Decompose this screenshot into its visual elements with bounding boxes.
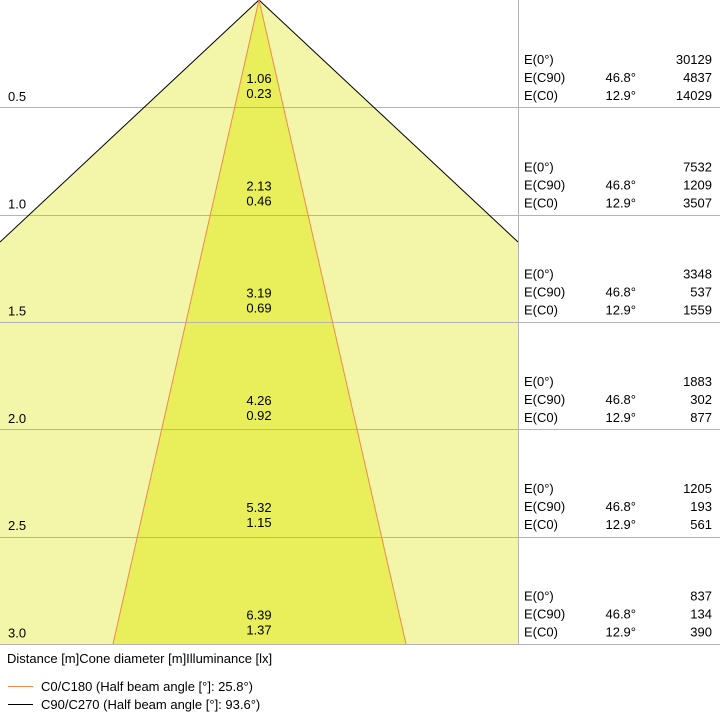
ec0-angle: 12.9° bbox=[605, 410, 636, 425]
ec0-value: 877 bbox=[690, 410, 712, 425]
c0-edge-right bbox=[258, 0, 407, 645]
ec90-value: 134 bbox=[690, 607, 712, 622]
c90-diameter-label: 2.13 bbox=[246, 178, 271, 193]
e0-value: 1883 bbox=[683, 374, 712, 389]
distance-label: 0.5 bbox=[8, 89, 26, 104]
ec0-label: E(C0) bbox=[524, 410, 558, 425]
ec90-angle: 46.8° bbox=[605, 499, 636, 514]
e0-value: 30129 bbox=[676, 52, 712, 67]
ec90-angle: 46.8° bbox=[605, 392, 636, 407]
e0-label: E(0°) bbox=[524, 52, 554, 67]
ec90-value: 1209 bbox=[683, 177, 712, 192]
ec0-label: E(C0) bbox=[524, 625, 558, 640]
c0-diameter-label: 0.46 bbox=[246, 193, 271, 208]
ec90-label: E(C90) bbox=[524, 177, 565, 192]
e0-value: 837 bbox=[690, 589, 712, 604]
distance-label: 3.0 bbox=[8, 626, 26, 641]
c0-diameter-label: 0.92 bbox=[246, 408, 271, 423]
ec90-angle: 46.8° bbox=[605, 70, 636, 85]
ec0-label: E(C0) bbox=[524, 303, 558, 318]
distance-label: 2.0 bbox=[8, 411, 26, 426]
ec90-angle: 46.8° bbox=[605, 285, 636, 300]
ec0-angle: 12.9° bbox=[605, 88, 636, 103]
c90-edge-left bbox=[0, 0, 260, 243]
ec90-label: E(C90) bbox=[524, 499, 565, 514]
ec0-angle: 12.9° bbox=[605, 625, 636, 640]
ec90-angle: 46.8° bbox=[605, 607, 636, 622]
c90-diameter-label: 4.26 bbox=[246, 393, 271, 408]
c90-diameter-label: 3.19 bbox=[246, 286, 271, 301]
ec0-angle: 12.9° bbox=[605, 517, 636, 532]
e0-value: 3348 bbox=[683, 267, 712, 282]
e0-value: 1205 bbox=[683, 481, 712, 496]
c0-edge-left bbox=[112, 0, 260, 645]
column-header-label: Distance [m]Cone diameter [m]Illuminance… bbox=[7, 651, 273, 666]
legend-c90-label: C90/C270 (Half beam angle [°]: 93.6°) bbox=[41, 697, 261, 712]
ec90-label: E(C90) bbox=[524, 285, 565, 300]
e0-label: E(0°) bbox=[524, 267, 554, 282]
beam-cone-diagram: 0.5 1.060.23 E(0°) 30129 E(C90) 46.8° 4837 E(C0… bbox=[0, 0, 720, 645]
c90-diameter-label: 1.06 bbox=[246, 71, 271, 86]
ec0-value: 561 bbox=[690, 517, 712, 532]
ec0-value: 3507 bbox=[683, 195, 712, 210]
e0-label: E(0°) bbox=[524, 159, 554, 174]
c90-diameter-label: 6.39 bbox=[246, 608, 271, 623]
e0-label: E(0°) bbox=[524, 481, 554, 496]
ec90-angle: 46.8° bbox=[605, 177, 636, 192]
c0-diameter-label: 1.37 bbox=[246, 623, 271, 638]
legend-item-c90: C90/C270 (Half beam angle [°]: 93.6°) bbox=[8, 697, 260, 712]
ec0-value: 1559 bbox=[683, 303, 712, 318]
e0-value: 7532 bbox=[683, 159, 712, 174]
distance-label: 1.5 bbox=[8, 304, 26, 319]
ec90-value: 193 bbox=[690, 499, 712, 514]
ec0-value: 390 bbox=[690, 625, 712, 640]
c90-edge-right bbox=[258, 0, 519, 243]
c0-diameter-label: 0.69 bbox=[246, 301, 271, 316]
ec0-value: 14029 bbox=[676, 88, 712, 103]
ec90-label: E(C90) bbox=[524, 392, 565, 407]
distance-label: 2.5 bbox=[8, 518, 26, 533]
ec90-value: 302 bbox=[690, 392, 712, 407]
e0-label: E(0°) bbox=[524, 589, 554, 604]
ec0-angle: 12.9° bbox=[605, 303, 636, 318]
ec0-angle: 12.9° bbox=[605, 195, 636, 210]
c90-line-swatch bbox=[8, 704, 33, 705]
c0-line-swatch bbox=[8, 686, 33, 687]
legend-item-c0: C0/C180 (Half beam angle [°]: 25.8°) bbox=[8, 679, 253, 694]
distance-label: 1.0 bbox=[8, 196, 26, 211]
c0-diameter-label: 1.15 bbox=[246, 515, 271, 530]
e0-label: E(0°) bbox=[524, 374, 554, 389]
ec90-label: E(C90) bbox=[524, 70, 565, 85]
c0-diameter-label: 0.23 bbox=[246, 86, 271, 101]
ec90-value: 4837 bbox=[683, 70, 712, 85]
ec90-value: 537 bbox=[690, 285, 712, 300]
ec90-label: E(C90) bbox=[524, 607, 565, 622]
c90-diameter-label: 5.32 bbox=[246, 500, 271, 515]
ec0-label: E(C0) bbox=[524, 195, 558, 210]
ec0-label: E(C0) bbox=[524, 517, 558, 532]
ec0-label: E(C0) bbox=[524, 88, 558, 103]
legend-c0-label: C0/C180 (Half beam angle [°]: 25.8°) bbox=[41, 679, 254, 694]
